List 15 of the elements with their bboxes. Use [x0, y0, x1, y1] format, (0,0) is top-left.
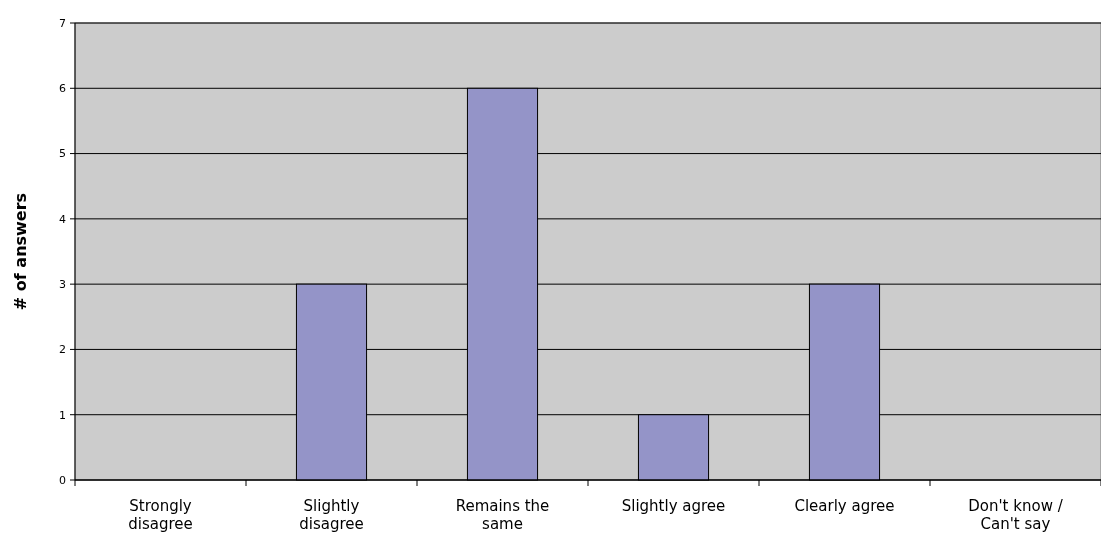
- y-tick-label: 4: [59, 212, 66, 226]
- y-tick-label: 6: [59, 82, 66, 96]
- x-tick-label: Remains the same: [455, 497, 550, 533]
- y-axis-title: # of answers: [11, 192, 30, 311]
- y-tick-label: 5: [59, 147, 66, 161]
- y-tick-label: 0: [59, 473, 66, 487]
- x-tick-label: Slightly disagree: [299, 497, 364, 533]
- x-tick-label: Strongly disagree: [128, 497, 193, 533]
- y-tick-label: 2: [59, 343, 66, 357]
- y-tick-label: 3: [59, 277, 66, 291]
- y-tick-label: 7: [59, 16, 66, 30]
- x-tick-label: Slightly agree: [621, 497, 726, 515]
- x-tick-label: Clearly agree: [794, 497, 895, 515]
- y-tick-label: 1: [59, 408, 66, 422]
- x-tick-label: Don't know / Can't say: [968, 497, 1064, 533]
